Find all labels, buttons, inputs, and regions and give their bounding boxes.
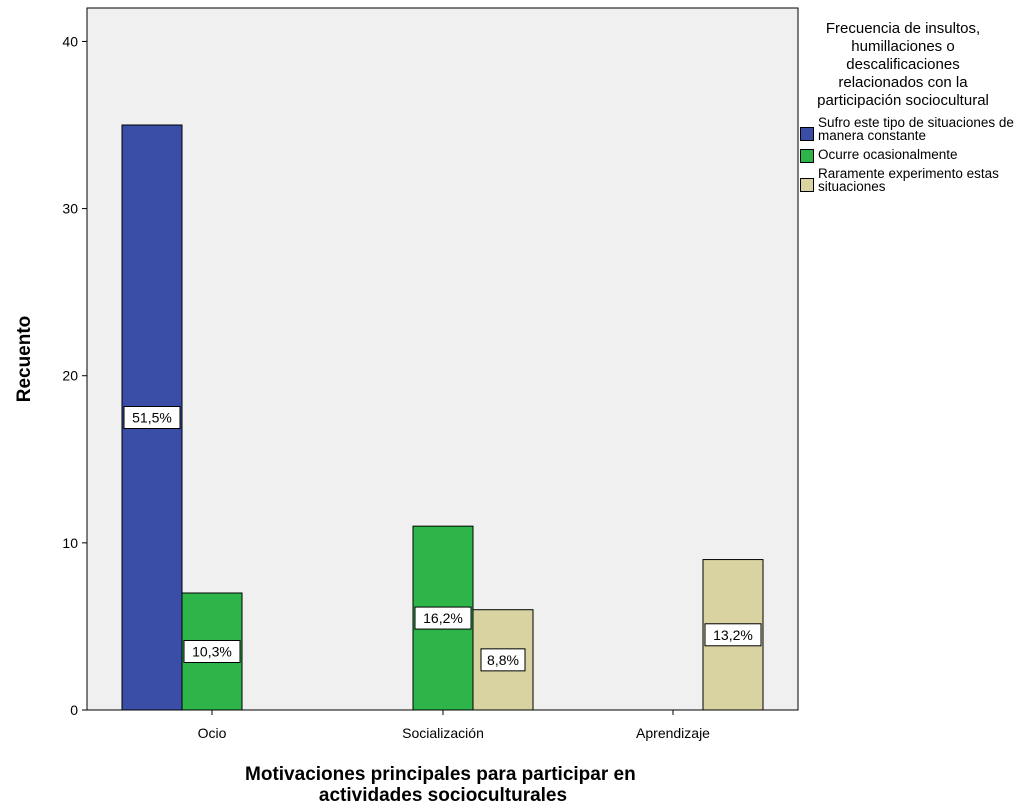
legend-title: Frecuencia de insultos, humillaciones o … — [817, 20, 989, 109]
data-label-box — [480, 648, 526, 672]
x-axis-title-line-1: Motivaciones principales para participar… — [245, 764, 636, 785]
x-axis-title: Motivaciones principales para participar… — [245, 764, 641, 806]
legend-item-constante: Sufro este tipo de situaciones de manera… — [798, 116, 1018, 142]
data-label: 51,5% — [132, 410, 172, 426]
legend: Frecuencia de insultos, humillaciones o … — [798, 20, 1018, 193]
x-axis: Ocio Socialización Aprendizaje — [198, 710, 710, 741]
data-label-box — [414, 606, 472, 630]
legend-swatch-ocasionalmente — [800, 149, 814, 163]
legend-swatch-raramente — [800, 178, 814, 192]
legend-item-raramente: Raramente experimento estas situaciones — [798, 167, 1018, 193]
y-tick-label: 0 — [70, 702, 78, 718]
data-label-box — [183, 640, 241, 663]
y-tick-label: 20 — [62, 368, 78, 384]
data-label-box — [704, 623, 762, 647]
data-label: 16,2% — [423, 610, 463, 626]
data-label: 8,8% — [487, 652, 519, 668]
y-tick-label: 40 — [62, 33, 78, 49]
legend-item-ocasionalmente: Ocurre ocasionalmente — [798, 147, 1018, 163]
x-tick-label: Aprendizaje — [636, 725, 710, 741]
y-tick-label: 10 — [62, 535, 78, 551]
data-label: 13,2% — [713, 627, 753, 643]
data-labels-group: 51,5% 10,3% 16,2% 8,8% 13,2% — [123, 406, 762, 672]
data-label-box — [123, 406, 181, 429]
y-axis: 0 10 20 30 40 — [62, 33, 87, 718]
legend-label-ocasionalmente: Ocurre ocasionalmente — [818, 147, 958, 162]
x-axis-title-line-2: actividades socioculturales — [319, 785, 567, 806]
legend-label-raramente: Raramente experimento estas situaciones — [818, 166, 999, 194]
legend-swatch-constante — [800, 127, 814, 141]
y-axis-title: Recuento — [14, 316, 35, 403]
data-label: 10,3% — [192, 644, 232, 660]
legend-label-constante: Sufro este tipo de situaciones de manera… — [818, 115, 1014, 143]
x-tick-label: Socialización — [402, 725, 484, 741]
y-tick-label: 30 — [62, 201, 78, 217]
x-tick-label: Ocio — [198, 725, 227, 741]
